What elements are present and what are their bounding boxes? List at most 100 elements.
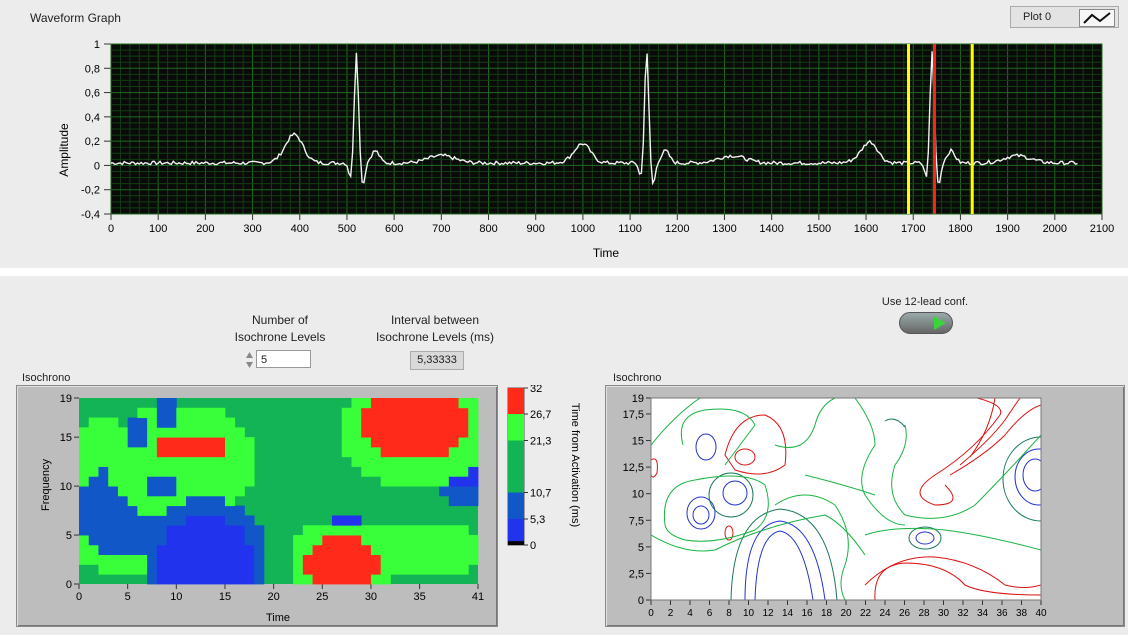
heatmap-cell xyxy=(195,495,206,507)
waveform-cursors[interactable] xyxy=(907,44,974,214)
heatmap-cell xyxy=(351,564,362,575)
plot-legend[interactable]: Plot 0 xyxy=(1010,6,1119,28)
heatmap-cell xyxy=(195,515,206,526)
heatmap-cell xyxy=(332,544,343,556)
heatmap-cell xyxy=(205,515,216,526)
heatmap-cell xyxy=(390,446,401,458)
colorscale-tick-label: 0 xyxy=(530,540,536,552)
contour-line xyxy=(692,505,710,525)
heatmap-cell xyxy=(215,574,226,585)
heatmap-cell xyxy=(176,544,187,556)
iso-left-colorscale[interactable]: 32 26,7 21,3 10,7 5,3 0 xyxy=(507,385,551,552)
heatmap-cell xyxy=(380,544,391,556)
heatmap-cell xyxy=(419,525,430,536)
heatmap-cell xyxy=(380,398,391,409)
heatmap-cell xyxy=(215,437,226,448)
heatmap-cell xyxy=(79,466,90,477)
heatmap-cell xyxy=(176,554,187,565)
num-levels-input[interactable]: 5 xyxy=(256,350,311,368)
heatmap-cell xyxy=(468,456,479,467)
waveform-graph[interactable]: Amplitude 1 0,8 0,6 0,4 0,2 0 -0,2 -0,4 0 100 200… xyxy=(0,30,1128,268)
heatmap-cell xyxy=(195,505,206,516)
heatmap-cell xyxy=(166,564,177,575)
iso-right-ytick-label: 2,5 xyxy=(629,568,644,580)
heatmap-cell xyxy=(419,427,430,438)
heatmap-cell xyxy=(98,505,109,516)
heatmap-cell xyxy=(234,574,245,585)
contour-line xyxy=(734,448,756,466)
waveform-ytick-label: 0,2 xyxy=(85,136,100,148)
heatmap-cell xyxy=(224,564,236,575)
heatmap-cell xyxy=(332,515,343,526)
heatmap-cell xyxy=(224,515,236,526)
heatmap-cell xyxy=(186,574,197,585)
heatmap-cell xyxy=(332,535,343,546)
num-levels-stepper[interactable] xyxy=(245,350,254,370)
iso-right-xtick-label: 10 xyxy=(743,608,755,619)
heatmap-cell xyxy=(244,515,255,526)
heatmap-cell xyxy=(370,535,382,546)
interval-label-2: Isochrone Levels (ms) xyxy=(375,330,495,344)
iso-right-xtick-label: 32 xyxy=(957,608,969,619)
heatmap-cell xyxy=(400,407,411,418)
heatmap-cell xyxy=(147,554,158,565)
heatmap-cell xyxy=(108,535,119,546)
heatmap-cell xyxy=(195,446,206,458)
heatmap-cell xyxy=(390,417,401,428)
heatmap-cell xyxy=(429,564,440,575)
heatmap-cell xyxy=(147,535,158,546)
heatmap-cell xyxy=(351,427,362,438)
heatmap-cell xyxy=(156,535,167,546)
contour-line xyxy=(915,531,935,545)
heatmap-cell xyxy=(468,417,479,428)
heatmap-cell xyxy=(205,437,216,448)
waveform-xtick-label: 600 xyxy=(385,223,403,235)
heatmap-cell xyxy=(88,476,99,487)
heatmap-cell xyxy=(439,456,450,467)
heatmap-cell xyxy=(137,476,148,487)
heatmap-cell xyxy=(215,417,226,428)
heatmap-cell xyxy=(117,544,129,556)
heatmap-cell xyxy=(205,407,216,418)
iso-left-xticks: 0 5 10 15 20 25 30 35 41 xyxy=(76,584,484,603)
waveform-ytick-label: -0,2 xyxy=(81,185,100,197)
heatmap-cell xyxy=(79,486,90,497)
iso-left-graph[interactable]: Frequency 19 15 10 5 0 0 5 10 15 20 25 30 35 41 Time… xyxy=(16,385,616,635)
iso-right-plot-area[interactable] xyxy=(651,398,1041,600)
heatmap-cell xyxy=(341,417,352,428)
heatmap-cell xyxy=(351,398,362,409)
heatmap-cell xyxy=(468,495,479,507)
heatmap-cell xyxy=(195,476,206,487)
heatmap-cell xyxy=(370,437,382,448)
heatmap-cell xyxy=(361,544,372,556)
heatmap-cell xyxy=(468,466,479,477)
heatmap-cell xyxy=(117,476,129,487)
heatmap-cell xyxy=(429,437,440,448)
heatmap-cell xyxy=(458,535,469,546)
heatmap-cell xyxy=(439,446,450,458)
heatmap-cell xyxy=(215,476,226,487)
heatmap-cell xyxy=(108,554,119,565)
iso-left-xlabel: Time xyxy=(266,612,290,624)
heatmap-cell xyxy=(98,544,109,556)
heatmap-cell xyxy=(176,476,187,487)
heatmap-cell xyxy=(224,476,236,487)
heatmap-cell xyxy=(156,505,167,516)
use12-toggle[interactable] xyxy=(899,312,953,334)
heatmap-cell xyxy=(176,495,187,507)
heatmap-cell xyxy=(400,466,411,477)
heatmap-cell xyxy=(215,544,226,556)
contour-line xyxy=(864,556,1041,588)
heatmap-cell xyxy=(224,525,236,536)
heatmap-cell xyxy=(137,505,148,516)
heatmap-cell xyxy=(137,407,148,418)
heatmap-cell xyxy=(234,437,245,448)
heatmap-cell xyxy=(215,505,226,516)
heatmap-cell xyxy=(341,564,352,575)
heatmap-cell xyxy=(186,486,197,497)
heatmap-cell xyxy=(147,495,158,507)
heatmap-cell xyxy=(127,446,138,458)
contour-line xyxy=(854,398,906,526)
heatmap-cell xyxy=(108,486,119,497)
